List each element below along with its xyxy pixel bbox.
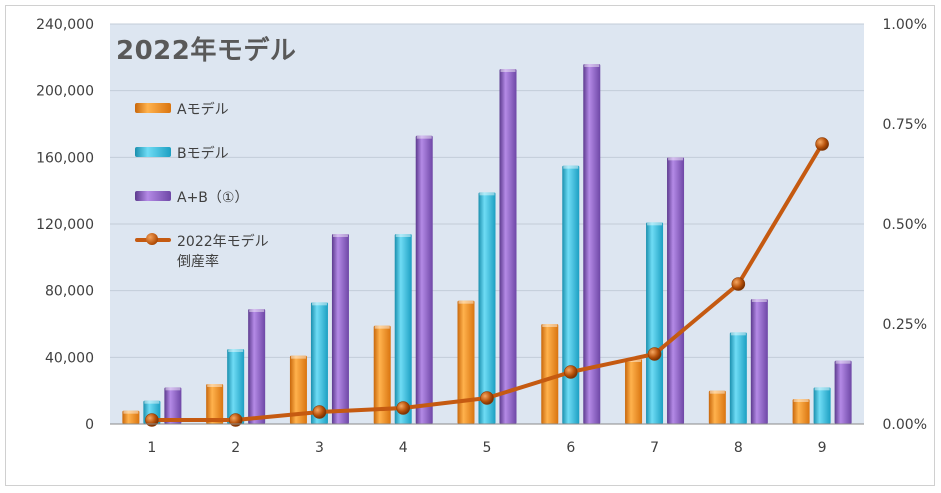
bar-highlight — [730, 332, 746, 336]
bar-highlight — [395, 234, 411, 237]
bar-highlight — [563, 165, 579, 169]
bar-highlight — [228, 349, 244, 352]
rate-point — [731, 277, 746, 291]
y-tick-label: 240,000 — [36, 17, 94, 33]
bar-highlight — [647, 222, 663, 226]
y-tick-label: 0 — [85, 417, 94, 433]
rate-point — [815, 137, 829, 151]
bar-highlight — [584, 64, 600, 67]
y2-tick-label: 0.75% — [883, 117, 927, 133]
legend-label-ab: A+B（①） — [177, 190, 249, 206]
bar-b — [227, 349, 245, 424]
bar-highlight — [814, 387, 830, 391]
legend-item-rate: 2022年モデル 倒産率 — [135, 232, 269, 272]
bar-ab — [164, 387, 182, 424]
bar-highlight — [668, 157, 684, 161]
bar-ab — [834, 360, 852, 424]
x-tick-label: 1 — [147, 440, 156, 456]
bar-b — [562, 165, 580, 424]
bar-a — [206, 384, 224, 424]
bar-highlight — [479, 192, 495, 196]
x-tick-label: 8 — [734, 440, 743, 456]
rate-point — [647, 347, 662, 361]
bar-highlight — [416, 135, 432, 139]
bar-highlight — [458, 300, 474, 304]
bar-ab — [499, 69, 517, 424]
bar-highlight — [207, 384, 223, 387]
bar-a — [625, 359, 643, 424]
bar-a — [792, 399, 810, 424]
y-tick-label: 200,000 — [36, 84, 94, 100]
y-tick-label: 40,000 — [45, 350, 94, 366]
x-tick-label: 6 — [566, 440, 575, 456]
legend-swatch-a — [135, 103, 171, 113]
bar-a — [457, 300, 475, 424]
rate-point — [396, 401, 411, 415]
bar-b — [310, 302, 328, 424]
rate-point — [228, 413, 243, 427]
x-tick-label: 5 — [483, 440, 492, 456]
legend-item-b: Bモデル — [135, 144, 229, 164]
bar-a — [373, 325, 391, 424]
bar-highlight — [835, 360, 851, 364]
y2-tick-label: 0.00% — [883, 417, 927, 433]
bar-a — [289, 355, 307, 424]
bar-highlight — [793, 399, 809, 402]
legend-item-a: Aモデル — [135, 100, 229, 120]
bar-highlight — [374, 325, 390, 329]
legend-label-a: Aモデル — [177, 102, 229, 118]
bar-b — [478, 192, 496, 424]
bar-highlight — [332, 234, 348, 237]
bar-ab — [583, 64, 601, 424]
bar-b — [646, 222, 664, 424]
bar-a — [541, 324, 559, 424]
legend-swatch-ab — [135, 191, 171, 201]
rate-point — [563, 365, 578, 379]
bar-highlight — [311, 302, 327, 306]
bar-ab — [750, 299, 768, 424]
bar-highlight — [500, 69, 516, 72]
bar-b — [729, 332, 747, 424]
bar-b — [394, 234, 412, 424]
bar-b — [813, 387, 831, 424]
bar-ab — [415, 135, 433, 424]
x-tick-label: 4 — [399, 440, 408, 456]
y-tick-label: 160,000 — [36, 150, 94, 166]
bar-highlight — [709, 390, 725, 394]
bar-highlight — [290, 355, 306, 359]
bar-a — [708, 390, 726, 424]
bar-highlight — [751, 299, 767, 302]
chart-title: 2022年モデル — [116, 36, 297, 66]
y-tick-label: 120,000 — [36, 217, 94, 233]
x-tick-label: 9 — [818, 440, 827, 456]
bar-ab — [248, 309, 266, 424]
bar-highlight — [249, 309, 265, 312]
y2-tick-label: 0.50% — [883, 217, 927, 233]
bar-highlight — [123, 410, 139, 414]
legend-item-ab: A+B（①） — [135, 188, 248, 208]
legend-label-rate: 2022年モデル 倒産率 — [177, 234, 269, 270]
y2-tick-label: 1.00% — [883, 17, 927, 33]
bar-highlight — [542, 324, 558, 327]
y-tick-label: 80,000 — [45, 284, 94, 300]
y2-tick-label: 0.25% — [883, 317, 927, 333]
rate-point — [312, 405, 327, 419]
bar-highlight — [165, 387, 181, 391]
legend-label-b: Bモデル — [177, 146, 229, 162]
bar-a — [122, 410, 140, 424]
legend-swatch-b — [135, 147, 171, 157]
rate-point — [480, 391, 494, 405]
legend-swatch-rate — [135, 232, 171, 248]
bar-ab — [667, 157, 685, 425]
x-tick-label: 7 — [650, 440, 659, 456]
x-tick-label: 2 — [231, 440, 240, 456]
bar-highlight — [144, 400, 160, 404]
rate-point — [145, 413, 159, 427]
x-tick-label: 3 — [315, 440, 324, 456]
bar-ab — [331, 234, 349, 424]
